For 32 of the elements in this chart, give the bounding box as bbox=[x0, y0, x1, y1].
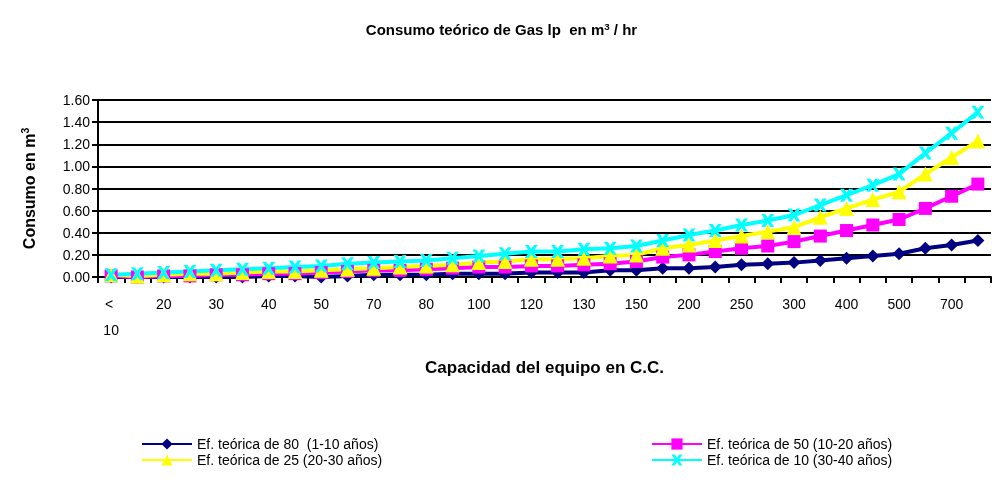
x-tick-label: 70 bbox=[365, 296, 382, 312]
x-tick-label: 700 bbox=[939, 296, 964, 312]
x-tick-label: 80 bbox=[418, 296, 435, 312]
y-tick-label: 0.40 bbox=[62, 224, 91, 241]
x-tick-label: 300 bbox=[782, 296, 806, 312]
x-tick-label: 50 bbox=[313, 296, 330, 312]
legend-label: Ef. teórica de 25 (20-30 años) bbox=[197, 452, 383, 468]
x-tick-label: < 10 bbox=[103, 296, 120, 338]
y-axis-title: Consumo en m3 bbox=[19, 127, 38, 250]
x-tick-label: 500 bbox=[887, 296, 911, 312]
legend-label: Ef. teórica de 10 (30-40 años) bbox=[707, 452, 893, 468]
y-tick-label: 0.60 bbox=[62, 202, 91, 219]
y-tick-label: 0.80 bbox=[62, 180, 91, 197]
x-tick-label: 120 bbox=[519, 296, 544, 312]
x-tick-label: 100 bbox=[467, 296, 491, 312]
y-tick-label: 1.20 bbox=[62, 136, 91, 153]
legend-label: Ef. teórica de 80 (1-10 años) bbox=[197, 436, 379, 452]
x-tick-label: 40 bbox=[260, 296, 277, 312]
x-tick-label: 250 bbox=[729, 296, 754, 312]
x-tick-label: 20 bbox=[155, 296, 172, 312]
x-tick-label: 130 bbox=[572, 296, 596, 312]
x-tick-label: 150 bbox=[624, 296, 649, 312]
x-tick-label: 30 bbox=[208, 296, 225, 312]
y-tick-label: 0.00 bbox=[62, 269, 91, 285]
x-tick-label: 400 bbox=[834, 296, 859, 312]
y-tick-label: 1.00 bbox=[62, 158, 91, 175]
x-axis-title: Capacidad del equipo en C.C. bbox=[425, 358, 664, 377]
y-tick-label: 1.60 bbox=[62, 92, 91, 108]
y-tick-label: 0.20 bbox=[62, 246, 91, 263]
legend-label: Ef. teórica de 50 (10-20 años) bbox=[707, 436, 893, 452]
y-tick-label: 1.40 bbox=[62, 114, 91, 131]
x-tick-label: 200 bbox=[677, 296, 701, 312]
